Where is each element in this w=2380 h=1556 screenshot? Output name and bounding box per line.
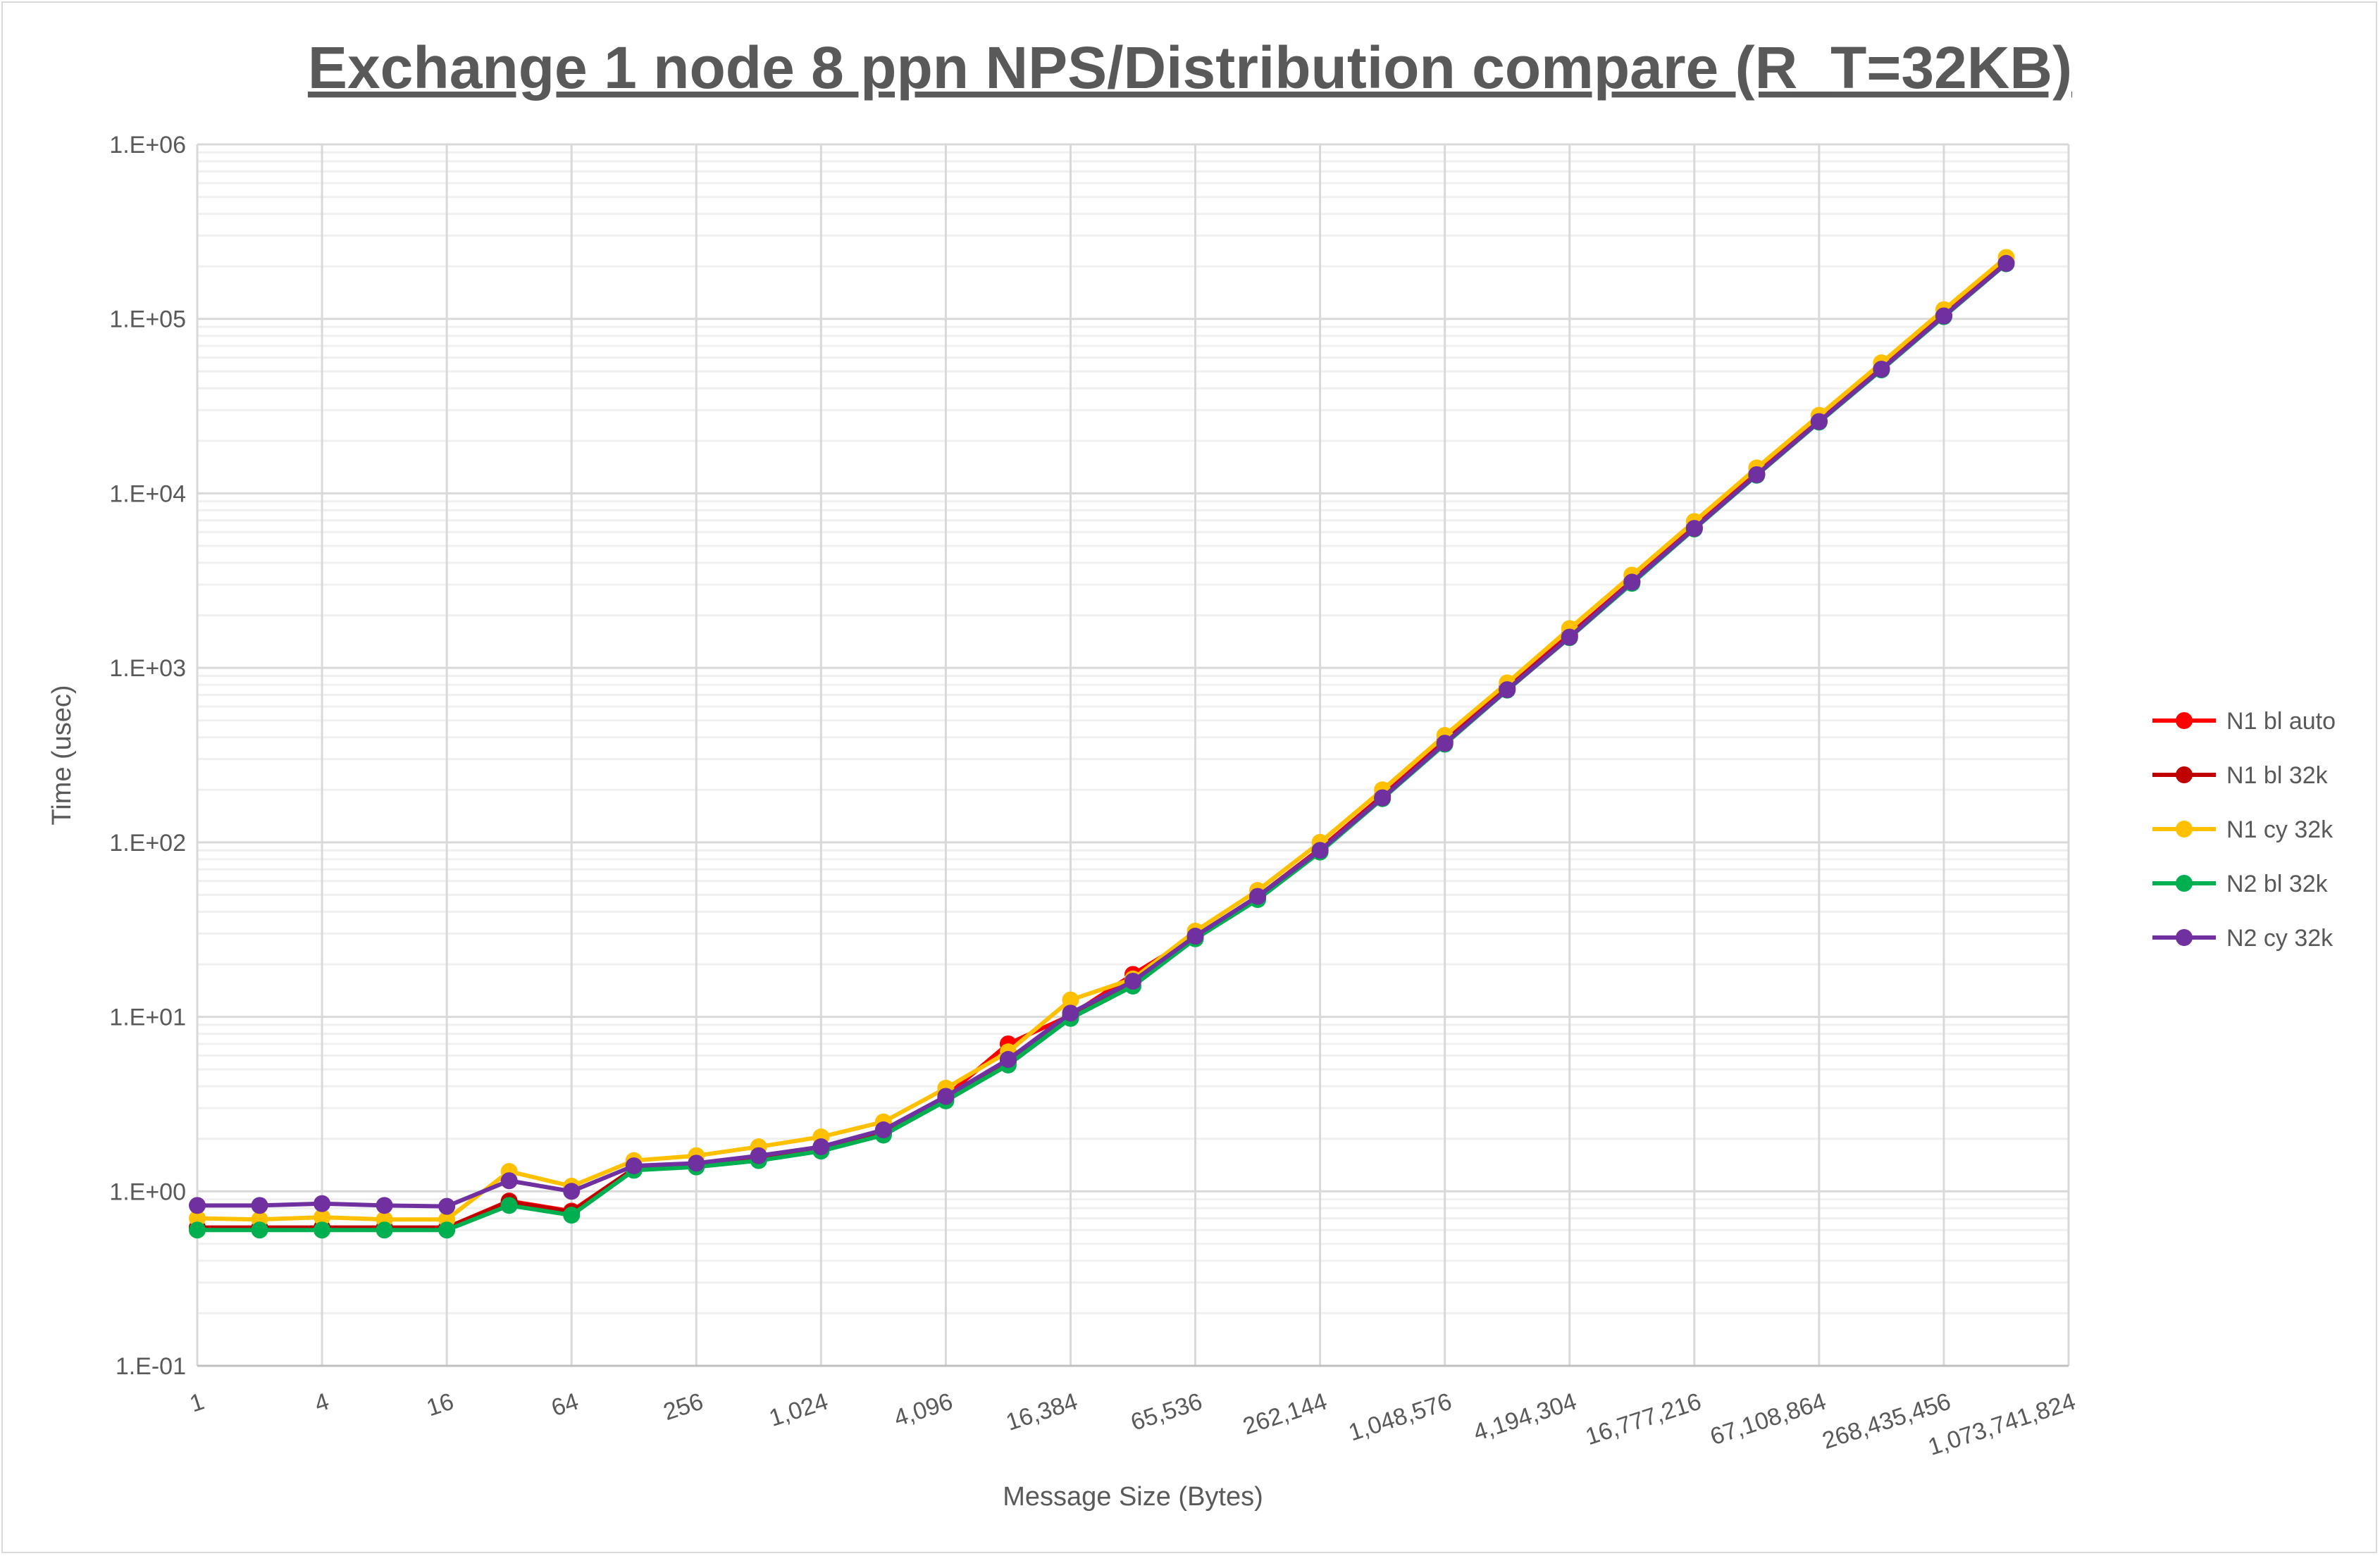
data-point bbox=[1748, 466, 1766, 483]
x-tick-label: 4,194,304 bbox=[1470, 1388, 1580, 1446]
series-line bbox=[197, 261, 2008, 1209]
data-point bbox=[1685, 520, 1703, 537]
data-point bbox=[1186, 928, 1204, 945]
data-point bbox=[376, 1221, 393, 1239]
legend-marker bbox=[2176, 875, 2193, 892]
series-n1-bl-auto bbox=[189, 254, 2015, 1236]
legend-marker bbox=[2176, 821, 2193, 838]
data-point bbox=[563, 1183, 581, 1200]
y-tick-label: 1.E+04 bbox=[109, 480, 186, 507]
data-point bbox=[314, 1221, 331, 1239]
legend-label: N1 bl 32k bbox=[2226, 762, 2329, 789]
legend-label: N1 cy 32k bbox=[2226, 816, 2333, 843]
series-line bbox=[197, 261, 2008, 1230]
data-point bbox=[438, 1221, 456, 1239]
data-point bbox=[314, 1209, 331, 1226]
data-point bbox=[189, 1197, 206, 1214]
y-tick-label: 1.E+00 bbox=[109, 1178, 186, 1205]
legend-marker bbox=[2176, 766, 2193, 783]
x-tick-label: 1 bbox=[187, 1388, 208, 1417]
x-tick-label: 16,384 bbox=[1003, 1388, 1081, 1436]
y-tick-label: 1.E+06 bbox=[109, 132, 186, 158]
y-tick-label: 1.E+03 bbox=[109, 655, 186, 682]
legend-marker bbox=[2176, 712, 2193, 729]
series-n1-cy-32k bbox=[189, 249, 2015, 1228]
data-point bbox=[999, 1051, 1017, 1069]
data-point bbox=[314, 1195, 331, 1212]
data-point bbox=[1935, 307, 1952, 325]
data-point bbox=[1062, 991, 1079, 1009]
x-tick-label: 1,048,576 bbox=[1346, 1388, 1456, 1446]
legend-label: N1 bl auto bbox=[2226, 708, 2336, 735]
x-tick-label: 16,777,216 bbox=[1582, 1388, 1705, 1450]
data-point bbox=[189, 1209, 206, 1227]
data-point bbox=[1810, 413, 1828, 430]
legend-label: N2 cy 32k bbox=[2226, 925, 2333, 952]
x-tick-label: 67,108,864 bbox=[1707, 1388, 1830, 1450]
data-point bbox=[251, 1221, 268, 1239]
x-tick-label: 65,536 bbox=[1127, 1388, 1206, 1436]
x-tick-label: 1,024 bbox=[766, 1388, 831, 1431]
legend: N1 bl auto N1 bl 32k N1 cy 32k N2 bl 32k N2 … bbox=[2152, 708, 2336, 952]
x-tick-label: 4 bbox=[311, 1388, 333, 1417]
x-tick-label: 262,144 bbox=[1239, 1388, 1330, 1440]
data-point bbox=[563, 1207, 581, 1224]
series-n2-cy-32k bbox=[189, 254, 2015, 1215]
x-axis-label: Message Size (Bytes) bbox=[1003, 1482, 1263, 1512]
data-point bbox=[1561, 628, 1578, 646]
y-tick-label: 1.E+02 bbox=[109, 830, 186, 857]
legend-label: N2 bl 32k bbox=[2226, 871, 2329, 897]
data-point bbox=[750, 1147, 767, 1164]
gridlines bbox=[196, 143, 2070, 1367]
y-tick-label: 1.E-01 bbox=[116, 1353, 186, 1380]
data-point bbox=[1873, 361, 1890, 378]
data-point bbox=[1374, 789, 1392, 807]
series-lines bbox=[189, 249, 2015, 1239]
data-point bbox=[1623, 573, 1641, 591]
data-point bbox=[500, 1197, 518, 1214]
data-point bbox=[1997, 254, 2015, 272]
data-point bbox=[937, 1088, 955, 1105]
data-point bbox=[1311, 842, 1329, 859]
x-tick-label: 64 bbox=[548, 1388, 582, 1421]
series-line bbox=[197, 262, 2008, 1233]
data-point bbox=[625, 1157, 643, 1175]
chart-title: Exchange 1 node 8 ppn NPS/Distribution c… bbox=[308, 35, 2072, 101]
data-point bbox=[376, 1197, 393, 1214]
legend-marker bbox=[2176, 929, 2193, 946]
data-point bbox=[1499, 681, 1516, 699]
data-point bbox=[874, 1121, 892, 1139]
x-tick-label: 16 bbox=[423, 1388, 457, 1421]
y-tick-label: 1.E+01 bbox=[109, 1004, 186, 1031]
data-point bbox=[1249, 888, 1267, 905]
series-line bbox=[197, 256, 2008, 1222]
data-point bbox=[1436, 735, 1454, 752]
data-point bbox=[1124, 973, 1141, 990]
data-point bbox=[189, 1221, 206, 1239]
series-line bbox=[197, 261, 2008, 1230]
data-point bbox=[812, 1138, 830, 1156]
y-axis-label: Time (usec) bbox=[47, 685, 77, 825]
x-tick-label: 256 bbox=[660, 1388, 707, 1426]
x-tick-label: 4,096 bbox=[891, 1388, 956, 1431]
series-n2-bl-32k bbox=[189, 255, 2015, 1239]
series-n1-bl-32k bbox=[189, 254, 2015, 1236]
data-point bbox=[688, 1154, 705, 1172]
y-tick-label: 1.E+05 bbox=[109, 306, 186, 333]
data-point bbox=[438, 1197, 456, 1215]
data-point bbox=[500, 1172, 518, 1190]
data-point bbox=[251, 1197, 268, 1214]
data-point bbox=[1062, 1004, 1079, 1022]
